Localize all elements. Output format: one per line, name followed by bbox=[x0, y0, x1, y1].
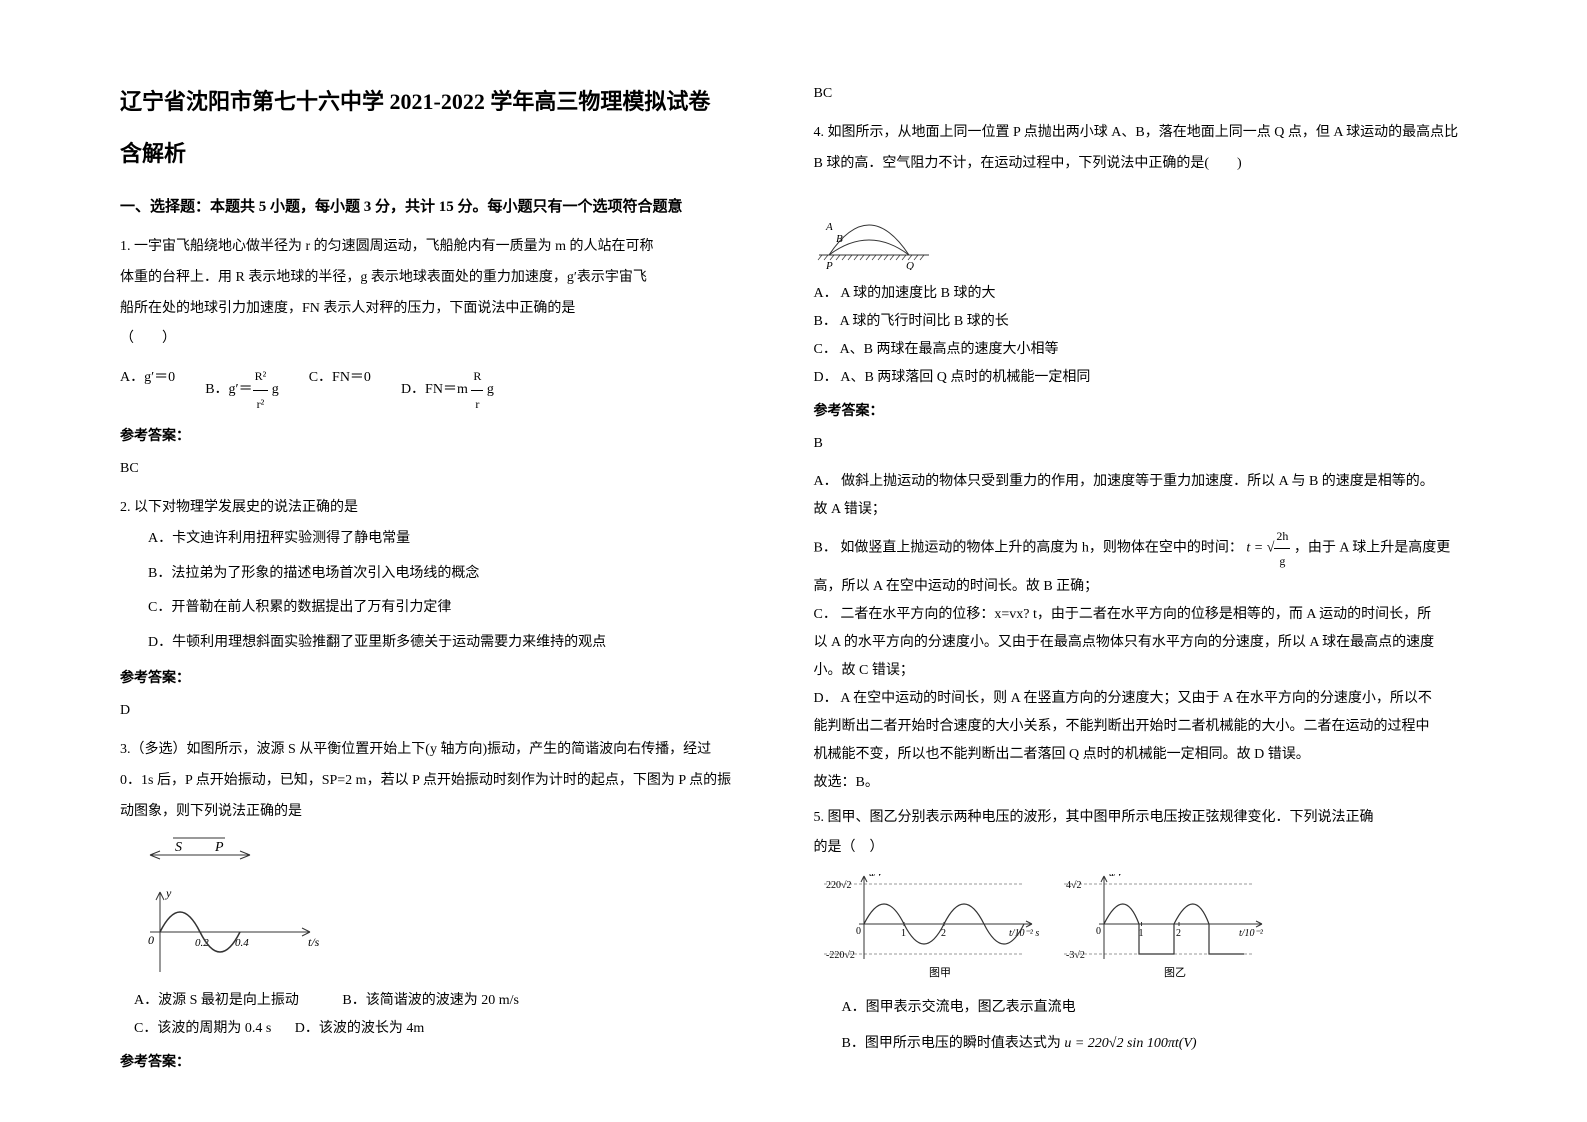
q1-options: A．g′＝0 B．g′＝R²r² g C．FN＝0 D．FN＝m Rr g bbox=[120, 363, 774, 417]
question-4: 4. 如图所示，从地面上同一位置 P 点抛出两小球 A、B，落在地面上同一点 Q… bbox=[814, 118, 1468, 180]
q4-opt-b: B． A 球的飞行时间比 B 球的长 bbox=[814, 308, 1468, 336]
q1-opt-a: A．g′＝0 bbox=[120, 363, 175, 417]
answer-label: 参考答案： bbox=[120, 1049, 774, 1077]
svg-text:0: 0 bbox=[148, 933, 154, 947]
svg-text:S: S bbox=[175, 840, 182, 855]
q4-exp-c3: 小。故 C 错误； bbox=[814, 657, 1468, 685]
svg-text:图乙: 图乙 bbox=[1164, 966, 1186, 979]
q2-opt-a: A．卡文迪许利用扭秤实验测得了静电常量 bbox=[120, 524, 774, 555]
q3-opt-a: A．波源 S 最初是向上振动 bbox=[134, 993, 299, 1008]
svg-text:u/V: u/V bbox=[1109, 874, 1125, 879]
q3-answer: BC bbox=[814, 80, 1468, 108]
section-header: 一、选择题：本题共 5 小题，每小题 3 分，共计 15 分。每小题只有一个选项… bbox=[120, 192, 774, 222]
svg-text:B: B bbox=[836, 233, 843, 245]
fraction: 2hg bbox=[1274, 524, 1290, 573]
q3-stem-line: 动图象，则下列说法正确的是 bbox=[120, 797, 774, 828]
q1-stem-line: 船所在处的地球引力加速度，FN 表示人对秤的压力，下面说法中正确的是 bbox=[120, 294, 774, 325]
svg-text:2: 2 bbox=[1176, 928, 1181, 939]
q5-stem-line: 5. 图甲、图乙分别表示两种电压的波形，其中图甲所示电压按正弦规律变化．下列说法… bbox=[814, 803, 1468, 834]
svg-text:y: y bbox=[165, 886, 172, 900]
svg-text:1: 1 bbox=[901, 928, 906, 939]
q4-exp-b: B． 如做竖直上抛运动的物体上升的高度为 h，则物体在空中的时间： t = √2… bbox=[814, 524, 1468, 573]
q5-stem-line: 的是（ ） bbox=[814, 833, 1468, 864]
q2-answer: D bbox=[120, 697, 774, 725]
q4-answer: B bbox=[814, 430, 1468, 458]
q1-stem-line: （ ） bbox=[120, 324, 774, 355]
q1-opt-c: C．FN＝0 bbox=[309, 363, 371, 417]
q4-opt-c: C． A、B 两球在最高点的速度大小相等 bbox=[814, 336, 1468, 364]
q3-figure: SPyt/s00.20.4 bbox=[120, 837, 774, 977]
q4-exp-d2: 能判断出二者开始时合速度的大小关系，不能判断出开始时二者机械能的大小。二者在运动… bbox=[814, 713, 1468, 741]
q4-exp-d3: 机械能不变，所以也不能判断出二者落回 Q 点时的机械能一定相同。故 D 错误。 bbox=[814, 741, 1468, 769]
exam-title-2: 含解析 bbox=[120, 132, 774, 176]
q4-exp-d1: D． A 在空中运动的时间长，则 A 在竖直方向的分速度大；又由于 A 在水平方… bbox=[814, 685, 1468, 713]
svg-text:0.4: 0.4 bbox=[235, 937, 249, 949]
svg-text:0: 0 bbox=[856, 926, 861, 937]
q4-exp-a: A． 做斜上抛运动的物体只受到重力的作用，加速度等于重力加速度．所以 A 与 B… bbox=[814, 468, 1468, 496]
q4-conclusion: 故选：B。 bbox=[814, 769, 1468, 797]
q2-opt-b: B．法拉弟为了形象的描述电场首次引入电场线的概念 bbox=[120, 559, 774, 590]
svg-text:0: 0 bbox=[1096, 926, 1101, 937]
q4-exp-b3: 高，所以 A 在空中运动的时间长。故 B 正确； bbox=[814, 573, 1468, 601]
svg-text:-3√2: -3√2 bbox=[1066, 950, 1085, 961]
left-column: 辽宁省沈阳市第七十六中学 2021-2022 学年高三物理模拟试卷 含解析 一、… bbox=[100, 80, 794, 1082]
question-3: 3.（多选）如图所示，波源 S 从平衡位置开始上下(y 轴方向)振动，产生的简谐… bbox=[120, 735, 774, 827]
q2-opt-d: D．牛顿利用理想斜面实验推翻了亚里斯多德关于运动需要力来维持的观点 bbox=[120, 628, 774, 659]
q1-opt-d: D．FN＝m Rr g bbox=[401, 363, 494, 417]
q3-stem-line: 3.（多选）如图所示，波源 S 从平衡位置开始上下(y 轴方向)振动，产生的简谐… bbox=[120, 735, 774, 766]
exam-title-1: 辽宁省沈阳市第七十六中学 2021-2022 学年高三物理模拟试卷 bbox=[120, 80, 774, 124]
q5-figure: u/V t/10⁻² s 220√2 -220√2 0 1 2 图甲 u/V t/10⁻² s 4√… bbox=[814, 874, 1468, 984]
svg-text:图甲: 图甲 bbox=[929, 966, 951, 979]
svg-text:t/10⁻² s: t/10⁻² s bbox=[1239, 928, 1264, 939]
q2-opt-c: C．开普勒在前人积累的数据提出了万有引力定律 bbox=[120, 593, 774, 624]
svg-text:A: A bbox=[825, 221, 833, 233]
q4-exp-c1: C． 二者在水平方向的位移：x=vx? t，由于二者在水平方向的位移是相等的，而… bbox=[814, 601, 1468, 629]
trajectory-diagram: AB P Q bbox=[814, 190, 934, 270]
svg-text:Q: Q bbox=[906, 260, 914, 270]
q4-exp-c2: 以 A 的水平方向的分速度小。又由于在最高点物体只有水平方向的分速度，所以 A … bbox=[814, 629, 1468, 657]
svg-text:-220√2: -220√2 bbox=[826, 950, 855, 961]
q3-options-row1: A．波源 S 最初是向上振动 B．该简谐波的波速为 20 m/s bbox=[120, 987, 774, 1015]
q2-stem: 2. 以下对物理学发展史的说法正确的是 bbox=[120, 493, 774, 524]
q1-answer: BC bbox=[120, 455, 774, 483]
question-1: 1. 一宇宙飞船绕地心做半径为 r 的匀速圆周运动，飞船舱内有一质量为 m 的人… bbox=[120, 232, 774, 417]
q1-opt-b: B．g′＝R²r² g bbox=[205, 363, 279, 417]
q3-stem-line: 0．1s 后，P 点开始振动，已知，SP=2 m，若以 P 点开始振动时刻作为计… bbox=[120, 766, 774, 797]
q4-stem-line: 4. 如图所示，从地面上同一位置 P 点抛出两小球 A、B，落在地面上同一点 Q… bbox=[814, 118, 1468, 149]
q1-stem-line: 1. 一宇宙飞船绕地心做半径为 r 的匀速圆周运动，飞船舱内有一质量为 m 的人… bbox=[120, 232, 774, 263]
fraction: R²r² bbox=[253, 363, 269, 417]
answer-label: 参考答案： bbox=[120, 665, 774, 693]
fraction: Rr bbox=[471, 363, 483, 417]
question-5: 5. 图甲、图乙分别表示两种电压的波形，其中图甲所示电压按正弦规律变化．下列说法… bbox=[814, 803, 1468, 865]
q3-opt-c: C．该波的周期为 0.4 s bbox=[134, 1021, 271, 1036]
q1-stem-line: 体重的台秤上．用 R 表示地球的半径，g 表示地球表面处的重力加速度，g′表示宇… bbox=[120, 263, 774, 294]
svg-text:220√2: 220√2 bbox=[826, 880, 852, 891]
answer-label: 参考答案： bbox=[120, 423, 774, 451]
svg-text:4√2: 4√2 bbox=[1066, 880, 1082, 891]
svg-text:t/10⁻² s: t/10⁻² s bbox=[1009, 928, 1039, 939]
q4-exp-a2: 故 A 错误； bbox=[814, 496, 1468, 524]
answer-label: 参考答案： bbox=[814, 398, 1468, 426]
q4-opt-d: D． A、B 两球落回 Q 点时的机械能一定相同 bbox=[814, 364, 1468, 392]
q3-options-row2: C．该波的周期为 0.4 s D．该波的波长为 4m bbox=[120, 1015, 774, 1043]
svg-text:P: P bbox=[825, 260, 833, 270]
q5-opt-b: B．图甲所示电压的瞬时值表达式为 u = 220√2 sin 100πt(V) bbox=[814, 1030, 1468, 1058]
svg-text:u/V: u/V bbox=[869, 874, 885, 879]
question-2: 2. 以下对物理学发展史的说法正确的是 A．卡文迪许利用扭秤实验测得了静电常量 … bbox=[120, 493, 774, 659]
q4-opt-a: A． A 球的加速度比 B 球的大 bbox=[814, 280, 1468, 308]
wave-graph: SPyt/s00.20.4 bbox=[120, 837, 320, 977]
q3-opt-d: D．该波的波长为 4m bbox=[295, 1021, 425, 1036]
q5-opt-a: A．图甲表示交流电，图乙表示直流电 bbox=[814, 994, 1468, 1022]
sqrt-icon: √ bbox=[1267, 540, 1275, 555]
svg-text:2: 2 bbox=[941, 928, 946, 939]
q4-stem-line: B 球的高．空气阻力不计，在运动过程中，下列说法中正确的是( ) bbox=[814, 149, 1468, 180]
right-column: BC 4. 如图所示，从地面上同一位置 P 点抛出两小球 A、B，落在地面上同一… bbox=[794, 80, 1488, 1082]
svg-text:t/s: t/s bbox=[308, 935, 320, 949]
q3-opt-b: B．该简谐波的波速为 20 m/s bbox=[342, 993, 519, 1008]
q4-figure: AB P Q bbox=[814, 190, 1468, 270]
voltage-waveforms: u/V t/10⁻² s 220√2 -220√2 0 1 2 图甲 u/V t/10⁻² s 4√… bbox=[814, 874, 1264, 984]
svg-text:P: P bbox=[214, 840, 224, 855]
